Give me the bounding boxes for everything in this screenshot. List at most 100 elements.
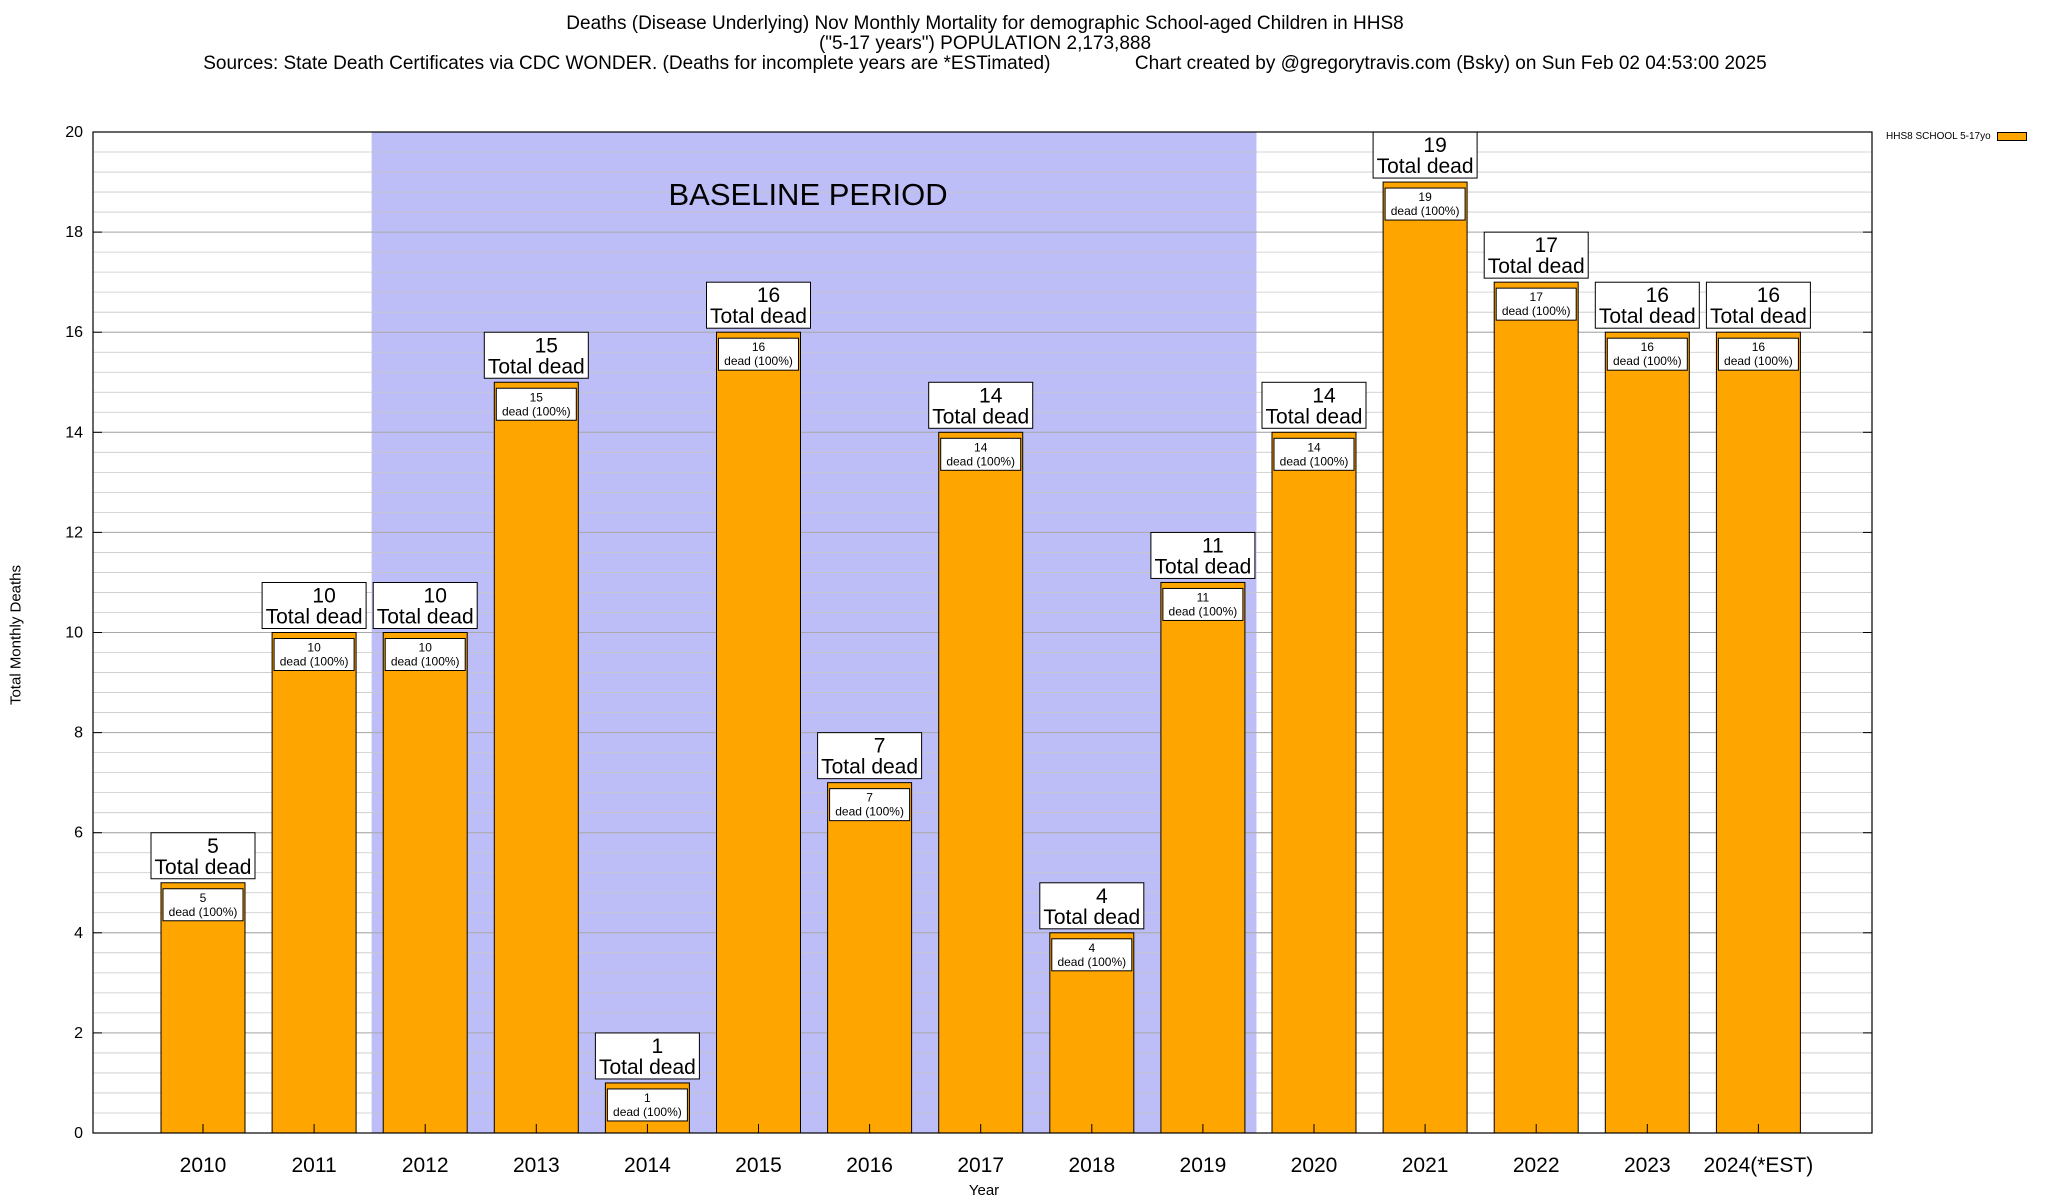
bar-inner-count: 16	[1752, 340, 1766, 354]
bar-total-label-box	[1150, 531, 1256, 579]
bar	[938, 431, 1024, 1134]
bar-total-label-box	[1261, 381, 1367, 429]
bar-total-label-box	[594, 1032, 700, 1080]
bar-total-count: 16	[1646, 284, 1669, 307]
bar-total-label-box	[483, 331, 589, 379]
y-tick-label: 14	[65, 424, 83, 441]
x-category-label: 2017	[957, 1154, 1004, 1177]
bar-inner-label-box	[1717, 337, 1799, 371]
legend-swatch	[1996, 132, 2027, 141]
bar-total-label-box	[706, 281, 811, 329]
bar-total-count: 14	[979, 384, 1003, 407]
y-tick-label: 0	[74, 1125, 83, 1142]
bar-inner-label-box	[829, 788, 911, 822]
bar-total-count: 16	[1757, 284, 1780, 307]
bar-inner-percent: dead (100%)	[1391, 204, 1460, 218]
chart-source-line: Sources: State Death Certificates via CD…	[203, 53, 1767, 74]
bar-inner-label-box	[1606, 337, 1688, 371]
bar-inner-label-box	[1051, 938, 1133, 972]
y-tick-label: 6	[74, 825, 83, 842]
bar-total-text: Total dead	[1266, 405, 1363, 428]
bar-total-label-box	[1039, 882, 1145, 930]
x-category-label: 2022	[1513, 1154, 1560, 1177]
bar-inner-label-box	[1162, 587, 1244, 621]
bar-total-text: Total dead	[377, 606, 474, 629]
bar-total-text: Total dead	[1043, 906, 1140, 929]
bar-inner-percent: dead (100%)	[1057, 955, 1126, 969]
bar-inner-percent: dead (100%)	[391, 655, 460, 669]
bar-total-count: 17	[1535, 234, 1558, 257]
bar-inner-label-box	[1273, 437, 1355, 471]
bar-inner-label-box	[495, 387, 577, 421]
chart-title: Deaths (Disease Underlying) Nov Monthly …	[566, 13, 1404, 34]
bar-inner-label-box	[718, 337, 799, 371]
bar-total-count: 19	[1423, 134, 1446, 157]
bar-total-label-box	[372, 582, 478, 629]
bar	[271, 632, 357, 1134]
bar-total-text: Total dead	[932, 405, 1029, 428]
bar	[1715, 331, 1801, 1134]
bar-inner-percent: dead (100%)	[835, 805, 904, 819]
bar	[1160, 581, 1246, 1134]
bar-inner-count: 10	[419, 641, 433, 655]
bar	[716, 331, 801, 1134]
bar-inner-percent: dead (100%)	[169, 905, 238, 919]
bar-total-count: 15	[535, 334, 558, 357]
bar-inner-label-box	[940, 437, 1022, 471]
bar-inner-percent: dead (100%)	[502, 404, 571, 418]
bar-total-text: Total dead	[1154, 555, 1251, 578]
chart-subtitle: ("5-17 years") POPULATION 2,173,888	[818, 33, 1152, 54]
x-category-label: 2012	[402, 1154, 449, 1177]
x-category-label: 2011	[292, 1154, 337, 1177]
bar-total-count: 10	[424, 585, 447, 608]
bar-inner-label-box	[606, 1088, 688, 1122]
bar-inner-count: 14	[974, 440, 988, 454]
bar	[160, 882, 246, 1134]
x-category-label: 2014	[624, 1154, 671, 1177]
bar-total-text: Total dead	[1710, 305, 1807, 328]
bar-inner-percent: dead (100%)	[613, 1105, 682, 1119]
y-tick-label: 10	[65, 625, 83, 642]
bar-inner-percent: dead (100%)	[1724, 354, 1793, 368]
bar-inner-count: 11	[1197, 590, 1210, 604]
legend-label: HHS8 SCHOOL 5-17yo	[1886, 131, 1991, 142]
bar	[1604, 331, 1690, 1134]
x-category-label: 2021	[1402, 1154, 1449, 1177]
y-tick-label: 2	[74, 1025, 83, 1042]
y-tick-label: 8	[74, 725, 83, 742]
bar-total-text: Total dead	[821, 756, 918, 779]
plot-frame	[92, 131, 1873, 1134]
bar-inner-count: 5	[200, 891, 207, 905]
bar-total-count: 7	[874, 735, 886, 758]
bar-inner-percent: dead (100%)	[724, 354, 793, 368]
bar-total-label-box	[1594, 281, 1700, 329]
legend: HHS8 SCHOOL 5-17yo	[1886, 131, 2027, 142]
bar-total-text: Total dead	[1599, 305, 1696, 328]
bar-inner-percent: dead (100%)	[1280, 454, 1349, 468]
x-category-label: 2023	[1624, 1154, 1671, 1177]
bar-inner-percent: dead (100%)	[280, 655, 349, 669]
bar-total-count: 16	[757, 284, 780, 307]
bar-total-text: Total dead	[1488, 255, 1585, 278]
x-category-label: 2015	[735, 1154, 782, 1177]
bar	[382, 632, 468, 1134]
x-category-label: 2020	[1291, 1154, 1338, 1177]
x-category-label: 2013	[513, 1154, 560, 1177]
bar-inner-percent: dead (100%)	[946, 454, 1015, 468]
bar	[1271, 431, 1357, 1134]
bar-total-text: Total dead	[1377, 155, 1474, 178]
bar-total-count: 11	[1202, 534, 1224, 557]
y-tick-label: 12	[65, 524, 83, 541]
x-category-label: 2024(*EST)	[1704, 1154, 1814, 1177]
bar-inner-label-box	[1495, 287, 1577, 321]
y-tick-label: 16	[65, 324, 83, 341]
x-category-label: 2016	[846, 1154, 893, 1177]
bar-inner-label-box	[273, 638, 355, 671]
bar	[1382, 181, 1468, 1134]
bar-total-label-box	[1372, 131, 1478, 179]
x-category-label: 2018	[1068, 1154, 1115, 1177]
bar-inner-count: 7	[866, 791, 873, 805]
bar-total-count: 10	[312, 585, 335, 608]
bar-inner-count: 10	[307, 641, 321, 655]
